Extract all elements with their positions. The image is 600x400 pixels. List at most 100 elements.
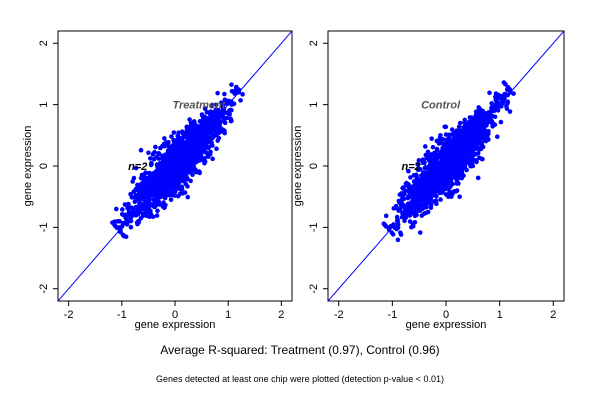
data-point [418,203,424,209]
data-point [429,136,434,141]
data-point [229,82,234,87]
data-point [124,221,130,227]
data-point [209,126,215,131]
data-point [220,114,225,120]
data-point [170,173,175,178]
data-point [154,193,160,198]
data-point [438,197,443,202]
data-point [176,174,182,179]
data-point [187,117,192,122]
data-point [163,189,168,194]
data-point [438,159,444,165]
data-point [475,126,481,132]
panel-content [58,31,292,301]
data-point [481,129,487,134]
data-point [425,149,431,155]
data-point [421,174,427,179]
data-point [437,190,442,196]
data-point [444,148,450,154]
data-point [396,208,401,213]
data-point [141,212,146,218]
data-point [192,146,198,152]
data-point [427,182,433,187]
data-point [185,184,190,189]
data-point [169,134,174,139]
data-point [136,219,141,224]
scatter-panel-1: -2 -1 0 1 2 -2 -1 0 1 2 gene expression gene expres… [22,30,293,331]
data-point [507,109,513,114]
data-point [166,157,172,162]
data-point [215,107,221,113]
data-point [462,136,468,142]
data-point [112,222,117,228]
data-point [486,110,492,116]
data-point [391,206,397,211]
data-point [496,92,502,98]
data-point [476,147,482,152]
data-point [431,178,437,184]
data-point [469,119,474,125]
data-point [150,152,156,157]
data-point [440,176,446,182]
data-point [167,166,172,172]
data-point [215,123,221,129]
data-point [196,150,202,155]
data-point [157,183,162,189]
data-point [117,219,122,224]
data-point [408,175,413,180]
data-point [464,147,470,153]
data-point [197,170,203,176]
data-point [187,166,192,172]
data-point [183,148,188,153]
x-tick-label: 0 [172,309,178,321]
data-point [172,160,178,166]
data-point [217,128,223,134]
data-point [458,137,464,143]
data-point [152,175,158,181]
data-point [432,168,437,174]
y-tick-label: -2 [308,284,320,294]
data-point [452,154,458,160]
data-point [442,159,447,165]
data-point [476,105,482,110]
data-point [161,200,166,205]
data-point [131,194,137,200]
data-point [442,124,448,130]
data-point [432,162,437,168]
data-point [418,180,423,186]
data-point [400,185,406,190]
data-point [422,185,427,190]
data-point [130,179,135,184]
data-point [483,117,489,123]
data-point [238,98,243,103]
panel-content [328,31,564,301]
sample-size-label: n=2 [128,161,147,173]
data-point [172,178,178,184]
data-point [498,119,504,125]
data-point [240,92,245,97]
data-point [120,207,125,212]
data-point [144,198,149,204]
data-point [228,99,234,104]
data-point [448,166,454,171]
panel-title-label: Treatment [172,100,226,112]
data-point [487,90,492,96]
data-point [419,189,425,194]
data-point [430,144,436,150]
data-point [226,111,232,116]
sample-size-label: n=2 [402,161,421,173]
data-point [470,163,476,169]
data-point [204,123,210,129]
data-point [155,208,160,214]
data-point [188,145,194,150]
data-point [188,120,194,126]
data-point [161,154,166,160]
data-point [428,205,434,211]
data-point [224,115,230,121]
data-point [434,146,440,152]
y-tick-label: -1 [308,222,320,232]
data-point [180,171,185,176]
data-point [480,156,485,162]
data-point [151,185,157,190]
data-point [449,157,454,163]
